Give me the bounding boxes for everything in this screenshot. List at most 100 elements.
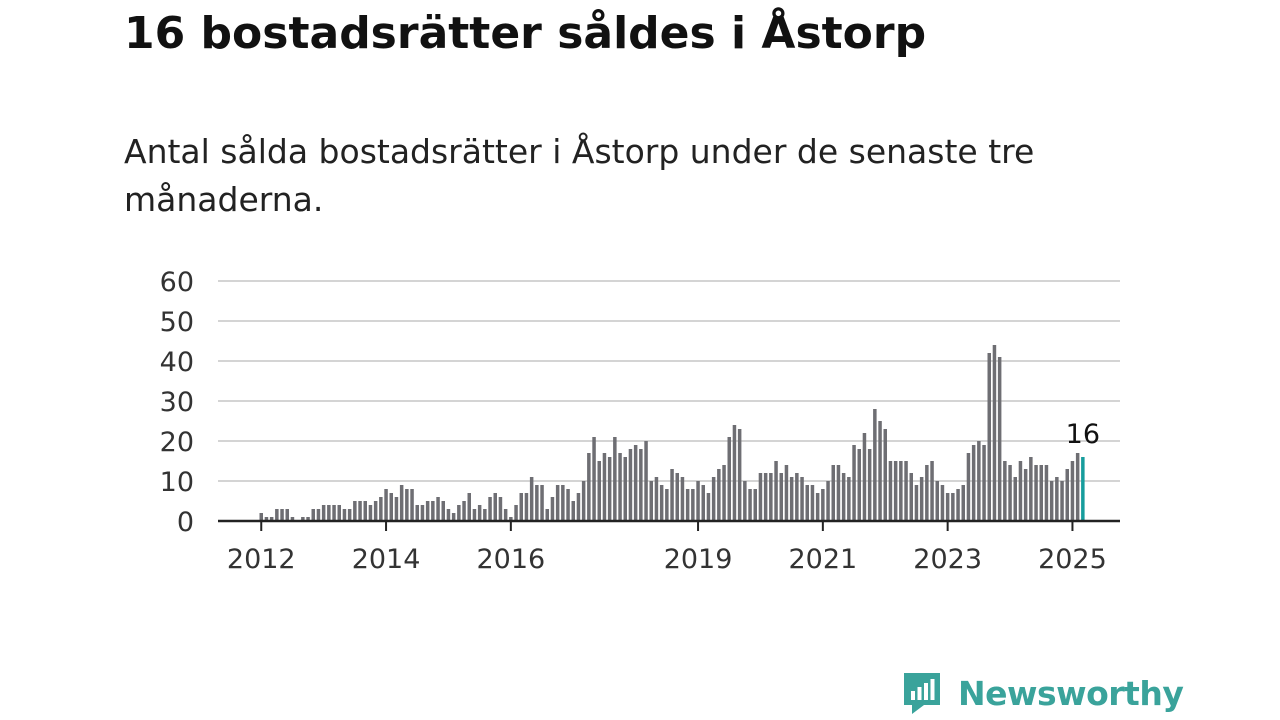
bar	[649, 481, 653, 521]
bar	[477, 505, 482, 521]
bar	[852, 445, 856, 521]
bar-chart: 0 10 20 30 40 50 60 16 2012 2014 2016 2019 2021 2023 2…	[160, 267, 1120, 575]
bar	[420, 505, 425, 521]
bar	[685, 489, 690, 521]
highlight-value-label: 16	[1066, 419, 1100, 450]
newsworthy-logo: Newsworthy	[902, 670, 1184, 716]
bar	[483, 509, 487, 521]
bar	[841, 473, 846, 521]
bar	[732, 425, 737, 521]
bar	[269, 517, 274, 521]
bar	[956, 489, 960, 521]
bar	[550, 497, 555, 521]
bar	[847, 477, 851, 521]
x-tick-label: 2019	[664, 544, 733, 575]
bar	[457, 505, 461, 521]
bar	[566, 489, 570, 521]
bar	[618, 453, 622, 521]
bar	[919, 477, 924, 521]
bar	[722, 465, 726, 521]
bar	[529, 477, 534, 521]
bar	[488, 497, 492, 521]
bar	[581, 481, 586, 521]
y-tick-label: 40	[160, 347, 194, 378]
bar	[1044, 465, 1049, 521]
bar	[561, 485, 565, 521]
bar	[306, 517, 310, 521]
bar	[467, 493, 471, 521]
newsworthy-logo-icon	[904, 673, 940, 714]
bar	[997, 357, 1002, 521]
bar	[379, 497, 383, 521]
bar	[389, 493, 393, 521]
bar	[961, 485, 965, 521]
x-tick-label: 2025	[1038, 544, 1107, 575]
bar	[628, 449, 633, 521]
bar	[290, 517, 295, 521]
y-tick-label: 50	[160, 307, 194, 338]
bar	[301, 517, 305, 521]
bar	[509, 517, 513, 521]
bar	[524, 493, 529, 521]
bar	[1029, 457, 1033, 521]
bar	[769, 473, 773, 521]
bar	[613, 437, 617, 521]
bar	[358, 501, 362, 521]
bar	[836, 465, 841, 521]
bar	[831, 465, 835, 521]
bar	[1070, 461, 1075, 521]
bar	[758, 473, 763, 521]
chart-subtitle: Antal sålda bostadsrätter i Åstorp under…	[124, 132, 1035, 219]
bar	[675, 473, 679, 521]
bar	[592, 437, 596, 521]
bar	[425, 501, 430, 521]
bar	[587, 453, 591, 521]
bar	[394, 497, 399, 521]
bar	[982, 445, 986, 521]
bar	[431, 501, 435, 521]
bar	[327, 505, 331, 521]
x-tick-label: 2021	[788, 544, 857, 575]
bar	[971, 445, 976, 521]
bar	[1008, 465, 1012, 521]
bar	[826, 481, 830, 521]
bar	[893, 461, 898, 521]
bar-highlight	[1081, 457, 1085, 521]
bar	[311, 509, 315, 521]
bar	[1018, 461, 1023, 521]
bar	[659, 485, 664, 521]
bar	[1060, 481, 1064, 521]
bar	[607, 457, 612, 521]
bar	[384, 489, 388, 521]
bar	[576, 493, 581, 521]
bar	[784, 465, 789, 521]
bar	[1065, 469, 1069, 521]
bar	[654, 477, 659, 521]
bar	[779, 473, 783, 521]
bar	[815, 493, 820, 521]
bar	[909, 473, 913, 521]
y-tick-label: 20	[160, 427, 194, 458]
bar	[1013, 477, 1017, 521]
bar	[878, 421, 882, 521]
bar	[789, 477, 794, 521]
bar	[571, 501, 575, 521]
bar	[535, 485, 539, 521]
bar	[337, 505, 341, 521]
bar	[597, 461, 601, 521]
bar	[930, 461, 934, 521]
bar	[935, 481, 939, 521]
bar	[883, 429, 887, 521]
bar	[503, 509, 508, 521]
bar	[737, 429, 742, 521]
bar	[711, 477, 716, 521]
bar	[545, 509, 549, 521]
bar	[696, 481, 700, 521]
bar	[873, 409, 877, 521]
bar	[992, 345, 997, 521]
bar	[1075, 453, 1080, 521]
bar	[940, 485, 945, 521]
bar	[1003, 461, 1007, 521]
x-tick-label: 2016	[476, 544, 545, 575]
bar	[316, 509, 321, 521]
